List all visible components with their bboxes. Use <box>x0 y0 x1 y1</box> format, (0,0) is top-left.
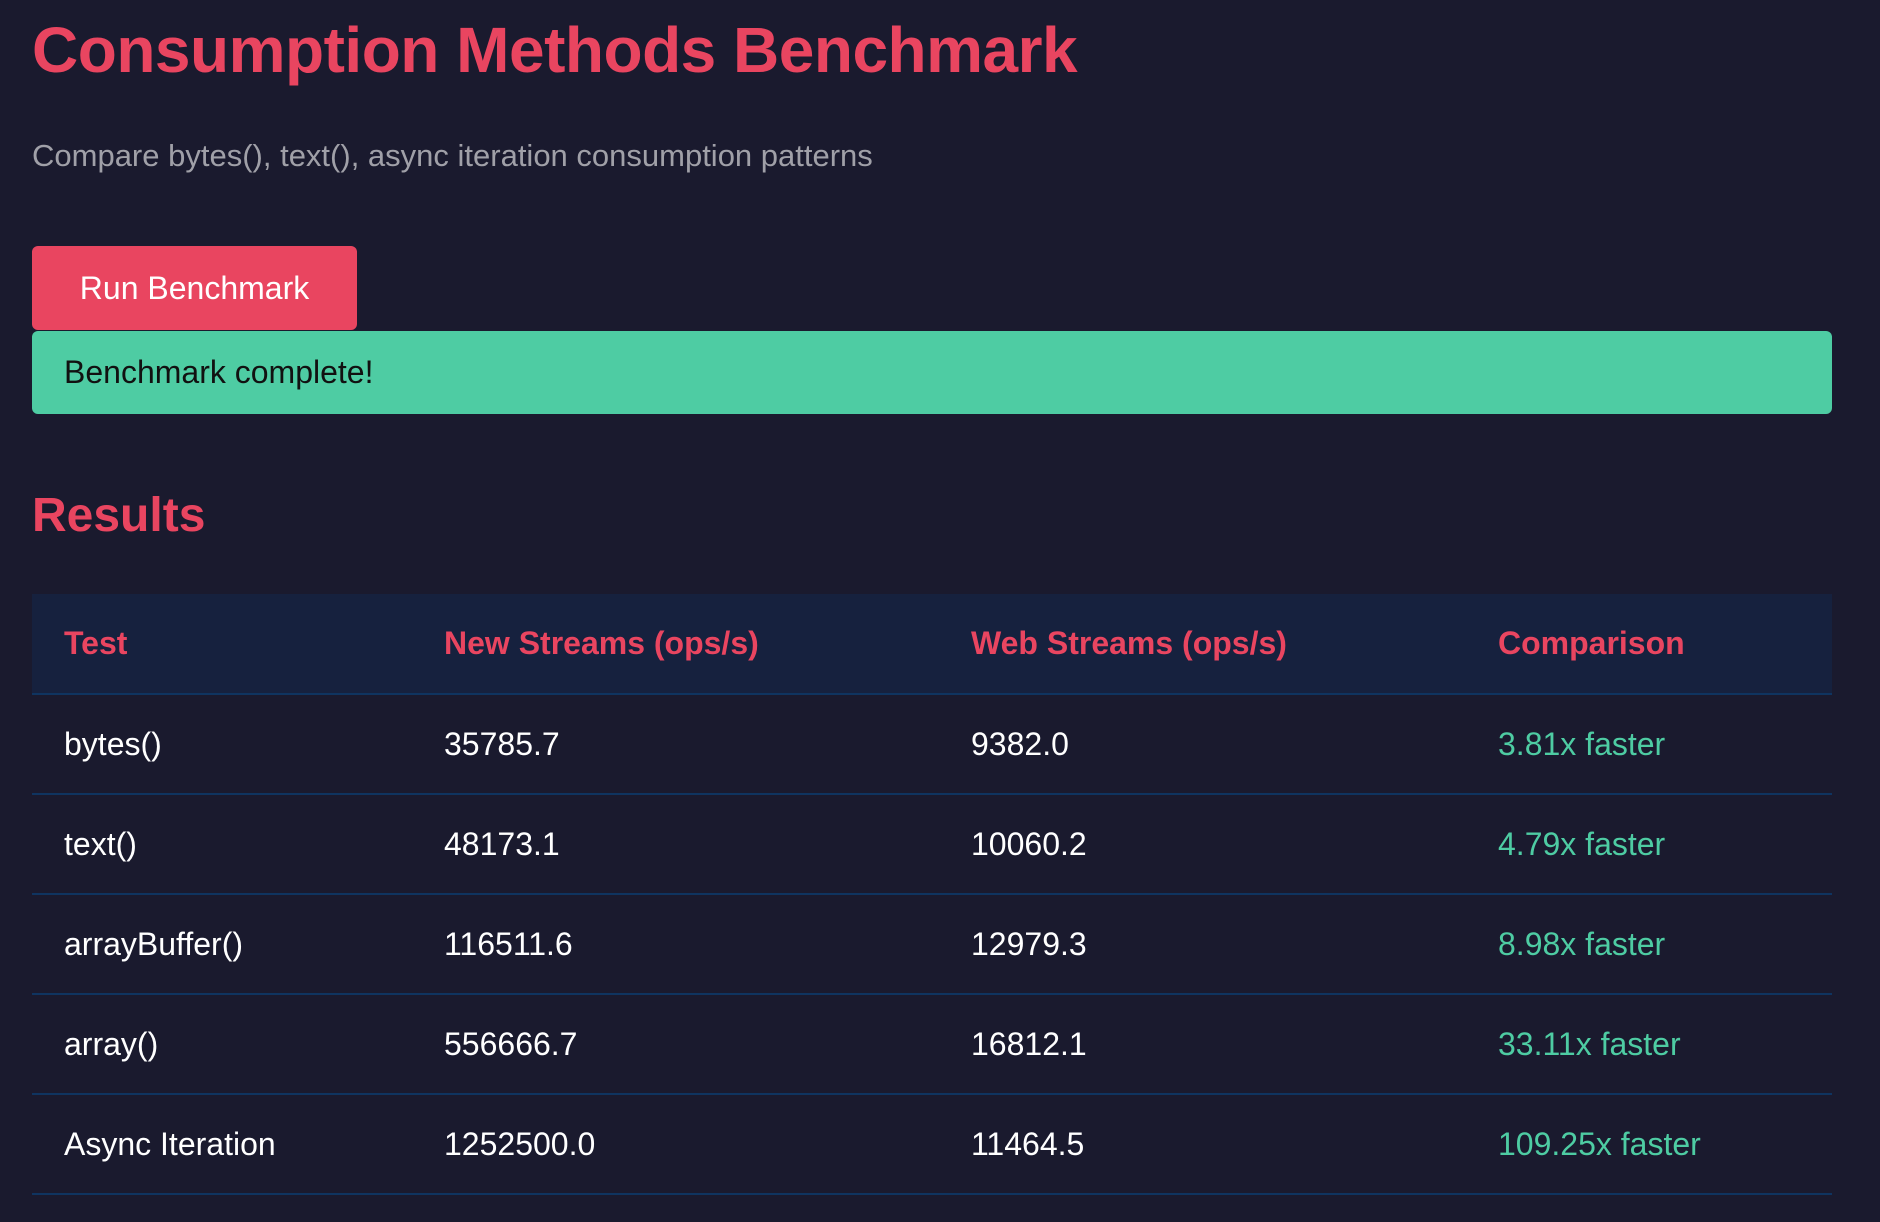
cell-comparison: 33.11x faster <box>1466 994 1832 1095</box>
cell-comparison: 109.25x faster <box>1466 1094 1832 1195</box>
results-heading: Results <box>32 489 206 542</box>
cell-new-streams: 556666.7 <box>412 994 939 1095</box>
results-table: Test New Streams (ops/s) Web Streams (op… <box>32 594 1832 1195</box>
cell-comparison: 8.98x faster <box>1466 894 1832 995</box>
table-row: text() 48173.1 10060.2 4.79x faster <box>32 794 1832 895</box>
page-subtitle: Compare bytes(), text(), async iteration… <box>32 138 873 173</box>
column-header-new-streams: New Streams (ops/s) <box>412 594 939 695</box>
cell-new-streams: 116511.6 <box>412 894 939 995</box>
cell-comparison: 3.81x faster <box>1466 694 1832 795</box>
cell-web-streams: 11464.5 <box>939 1094 1466 1195</box>
cell-test: text() <box>32 794 412 895</box>
cell-test: array() <box>32 994 412 1095</box>
table-row: bytes() 35785.7 9382.0 3.81x faster <box>32 694 1832 795</box>
table-row: Async Iteration 1252500.0 11464.5 109.25… <box>32 1094 1832 1195</box>
column-header-comparison: Comparison <box>1466 594 1832 695</box>
cell-test: bytes() <box>32 694 412 795</box>
column-header-web-streams: Web Streams (ops/s) <box>939 594 1466 695</box>
page-title: Consumption Methods Benchmark <box>32 14 1078 86</box>
cell-new-streams: 35785.7 <box>412 694 939 795</box>
cell-new-streams: 1252500.0 <box>412 1094 939 1195</box>
cell-comparison: 4.79x faster <box>1466 794 1832 895</box>
cell-web-streams: 9382.0 <box>939 694 1466 795</box>
cell-test: arrayBuffer() <box>32 894 412 995</box>
cell-web-streams: 12979.3 <box>939 894 1466 995</box>
cell-test: Async Iteration <box>32 1094 412 1195</box>
cell-new-streams: 48173.1 <box>412 794 939 895</box>
table-row: arrayBuffer() 116511.6 12979.3 8.98x fas… <box>32 894 1832 995</box>
column-header-test: Test <box>32 594 412 695</box>
status-banner: Benchmark complete! <box>32 331 1832 414</box>
table-header-row: Test New Streams (ops/s) Web Streams (op… <box>32 594 1832 695</box>
table-row: array() 556666.7 16812.1 33.11x faster <box>32 994 1832 1095</box>
cell-web-streams: 16812.1 <box>939 994 1466 1095</box>
run-benchmark-button[interactable]: Run Benchmark <box>32 246 357 330</box>
cell-web-streams: 10060.2 <box>939 794 1466 895</box>
